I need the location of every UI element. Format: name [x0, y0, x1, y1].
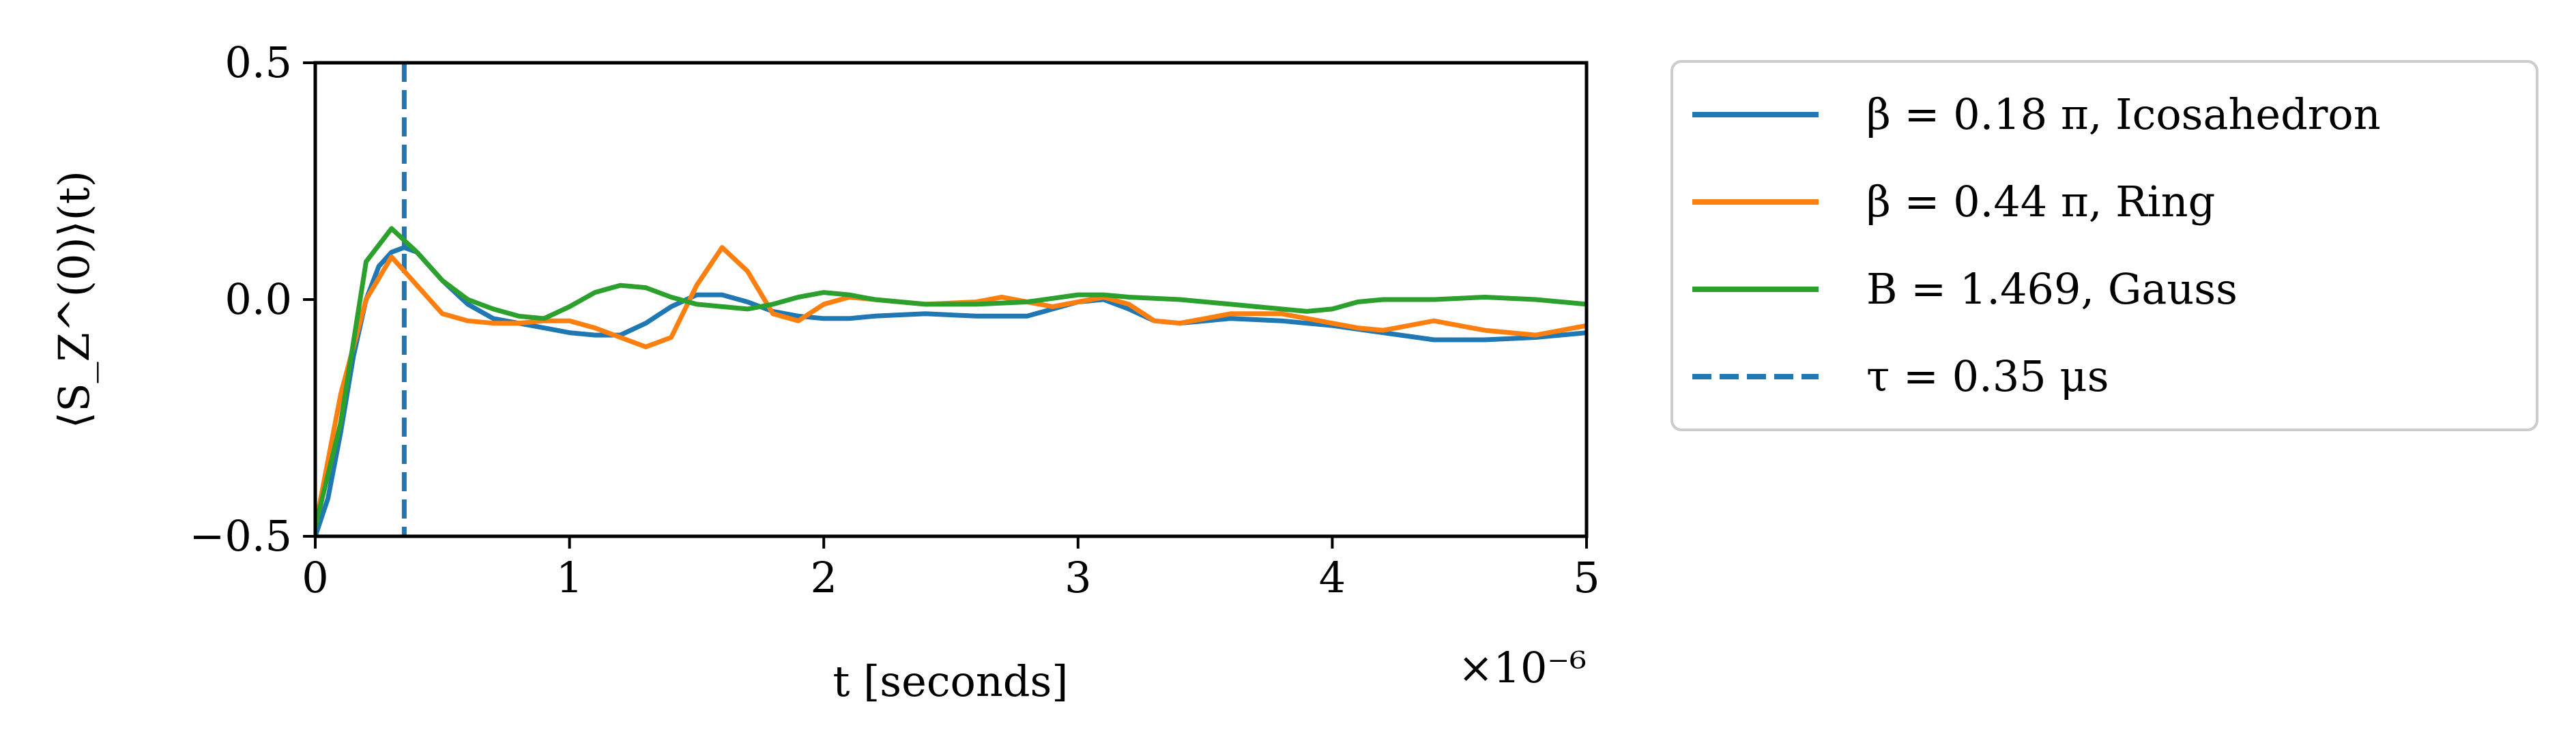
series-line-2	[315, 226, 1587, 529]
x-tick-label: 5	[1573, 553, 1600, 602]
y-axis-label: ⟨S_Z^(0)⟩(t)	[49, 171, 99, 428]
ticks-layer: 0 1 2 3 4 5 −0.5 0.0 0.5	[189, 38, 1600, 602]
legend-label-3: τ = 0.35 μs	[1866, 351, 2109, 401]
y-tick-label: 0.0	[225, 274, 292, 324]
x-scale-note: ×10⁻⁶	[1458, 643, 1587, 693]
x-tick-label: 4	[1319, 553, 1346, 602]
legend-label-2: B = 1.469, Gauss	[1866, 264, 2238, 314]
x-tick-label: 0	[302, 553, 328, 602]
x-tick-label: 2	[810, 553, 837, 602]
plot-area: 0 1 2 3 4 5 −0.5 0.0 0.5	[189, 38, 1600, 602]
legend-items: β = 0.18 π, Icosahedron β = 0.44 π, Ring B…	[1692, 89, 2381, 401]
legend-frame	[1670, 60, 2538, 431]
legend-label-1: β = 0.44 π, Ring	[1866, 177, 2215, 227]
series-layer	[315, 63, 1587, 536]
x-axis-label: t [seconds]	[833, 656, 1069, 706]
y-tick-label: −0.5	[189, 511, 292, 561]
legend: β = 0.18 π, Icosahedron β = 0.44 π, Ring B…	[1670, 60, 2538, 431]
legend-label-0: β = 0.18 π, Icosahedron	[1866, 89, 2381, 139]
series-line-0	[315, 245, 1587, 536]
y-tick-label: 0.5	[225, 38, 292, 87]
series-line-1	[315, 245, 1587, 529]
x-tick-label: 1	[556, 553, 583, 602]
x-tick-label: 3	[1065, 553, 1091, 602]
